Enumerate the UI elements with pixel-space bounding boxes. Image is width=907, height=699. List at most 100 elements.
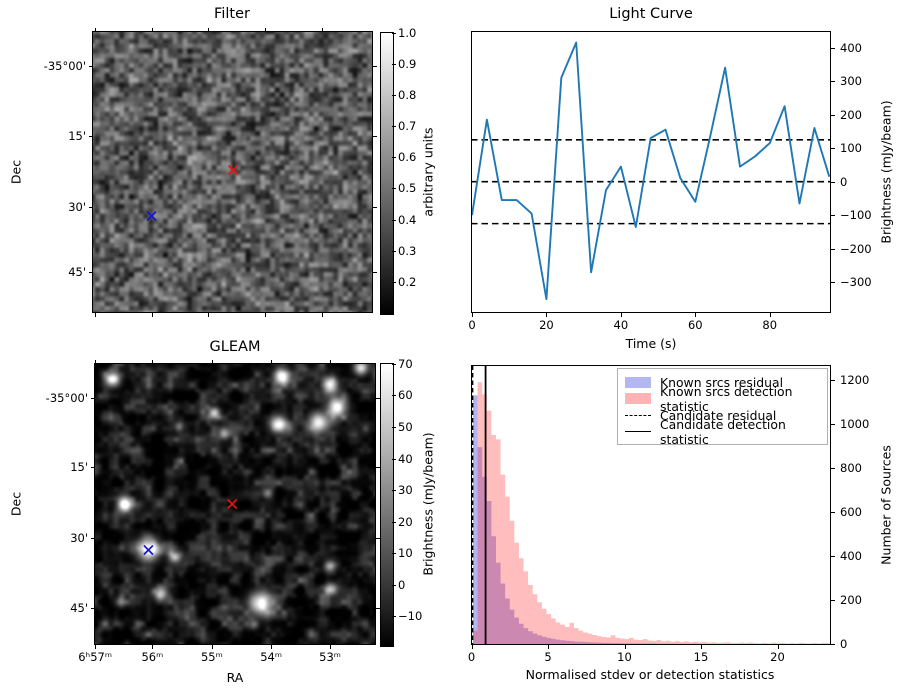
light-x-tick: [769, 313, 771, 317]
filter-colorbar-tick: [392, 126, 396, 128]
gleam-colorbar-label: Brightness (mJy/beam): [420, 432, 436, 576]
gleam-colorbar-tick-label: 40: [398, 451, 413, 466]
brightness-axis-label: Brightness (mJy/beam): [878, 100, 894, 244]
known-source-marker: [143, 544, 154, 556]
light-curve-panel: [471, 31, 831, 313]
gleam-dec-tick-label: -35°00': [45, 390, 88, 405]
gleam-dec-tick-right: [376, 466, 380, 468]
filter-colorbar-tick: [392, 250, 396, 252]
filter-dec-tick-label: 30': [68, 199, 86, 214]
gleam-colorbar-tick: [392, 553, 396, 555]
filter-ra-tick-top: [151, 27, 153, 31]
histogram-legend: Known srcs residual Known srcs detection …: [617, 368, 828, 447]
light-y-tick: [831, 282, 835, 284]
hist-y-tick: [831, 468, 835, 469]
candidate-marker: [227, 498, 238, 510]
light-x-tick-label: 20: [539, 318, 554, 332]
filter-ra-tick-bottom: [95, 313, 97, 317]
gleam-dec-tick-label: 45': [70, 601, 88, 616]
filter-dec-tick-label: -35°00': [43, 58, 86, 73]
gleam-colorbar-tick: [392, 616, 396, 618]
filter-colorbar-tick: [392, 157, 396, 159]
light-x-tick: [620, 313, 622, 317]
filter-colorbar-tick: [392, 188, 396, 190]
gleam-colorbar: [380, 363, 394, 647]
known-source-marker: [146, 210, 157, 222]
light-y-tick-label: 400: [840, 40, 862, 55]
hist-x-tick-label: 10: [617, 650, 632, 664]
filter-dec-tick-right: [373, 135, 377, 137]
filter-colorbar-tick-label: 0.5: [398, 181, 417, 196]
dashed-line-swatch: [625, 414, 651, 416]
light-curve-plot: [471, 31, 831, 313]
gleam-colorbar-tick-label: 10: [398, 546, 413, 561]
light-curve-title: Light Curve: [609, 6, 693, 22]
filter-colorbar-tick: [392, 94, 396, 96]
axes-frame: [471, 365, 831, 645]
gleam-colorbar-tick-label: 20: [398, 514, 413, 529]
hist-x-tick-label: 15: [693, 650, 709, 664]
gleam-title: GLEAM: [209, 339, 261, 355]
filter-colorbar-tick-label: 0.6: [398, 150, 417, 165]
filter-colorbar-tick-label: 0.9: [398, 56, 417, 71]
filter-dec-tick-right: [373, 65, 377, 67]
gleam-ra-tick-label: 53ᵐ: [319, 650, 341, 664]
filter-dec-axis-label: Dec: [8, 159, 24, 185]
axes-frame: [92, 31, 373, 313]
gleam-colorbar-tick: [392, 458, 396, 460]
gleam-ra-tick-top: [330, 359, 332, 363]
filter-colorbar-tick: [392, 32, 396, 34]
light-y-tick-label: −300: [840, 275, 872, 290]
filter-colorbar-label: arbitrary units: [420, 127, 436, 217]
gleam-colorbar-tick: [392, 490, 396, 492]
hist-x-tick: [471, 645, 473, 649]
gleam-ra-tick-top: [271, 359, 273, 363]
filter-dec-tick-right: [373, 272, 377, 274]
filter-dec-tick-label: 45': [68, 265, 86, 280]
hist-y-tick-label: 200: [840, 593, 862, 607]
gleam-colorbar-tick: [392, 584, 396, 586]
gleam-ra-tick-bottom: [271, 645, 273, 649]
light-y-tick: [831, 47, 835, 49]
hist-y-tick-label: 600: [840, 505, 862, 519]
gleam-sky-image: [94, 363, 376, 645]
gleam-dec-tick-label: 15': [70, 459, 88, 474]
gleam-colorbar-tick-label: 0: [398, 577, 406, 592]
legend-item: Candidate detection statistic: [625, 417, 819, 447]
light-y-tick: [831, 248, 835, 250]
histogram-plot: [471, 365, 831, 645]
light-x-tick-label: 40: [613, 318, 629, 332]
light-y-tick: [831, 81, 835, 83]
gleam-colorbar-tick-label: 30: [398, 483, 413, 498]
light-x-tick: [472, 313, 473, 317]
gleam-colorbar-tick: [392, 521, 396, 523]
gleam-colorbar-tick: [392, 363, 396, 365]
filter-ra-tick-top: [95, 27, 97, 31]
gleam-ra-tick-bottom: [152, 645, 154, 649]
hist-x-tick-label: 5: [544, 650, 552, 664]
gleam-dec-tick-label: 30': [70, 531, 88, 546]
light-x-tick-label: 60: [687, 318, 703, 332]
pink-patch-swatch: [625, 393, 651, 405]
legend-item-label: Known srcs detection statistic: [660, 383, 793, 414]
filter-colorbar-tick-label: 1.0: [398, 25, 417, 40]
filter-ra-tick-top: [321, 27, 323, 31]
blue-patch-swatch: [625, 376, 651, 388]
gleam-ra-tick-label: 54ᵐ: [260, 650, 282, 664]
filter-dec-tick: [88, 135, 92, 137]
light-y-tick: [831, 114, 835, 116]
hist-y-tick: [831, 644, 835, 645]
axes-frame: [471, 31, 831, 313]
legend-item-label: Known srcs residual: [660, 374, 784, 390]
filter-noise-image: [92, 31, 373, 313]
gleam-colorbar-tick-label: 60: [398, 388, 413, 403]
ra-axis-label: RA: [226, 670, 244, 685]
light-x-tick-label: 80: [762, 318, 778, 332]
gleam-colorbar-tick-label: −10: [398, 609, 423, 624]
filter-dec-tick: [88, 65, 92, 67]
gleam-ra-tick-label: 55ᵐ: [200, 650, 223, 664]
histogram-panel: Known srcs residual Known srcs detection …: [471, 365, 831, 645]
hist-x-tick: [548, 645, 549, 649]
filter-colorbar-tick: [392, 63, 396, 65]
